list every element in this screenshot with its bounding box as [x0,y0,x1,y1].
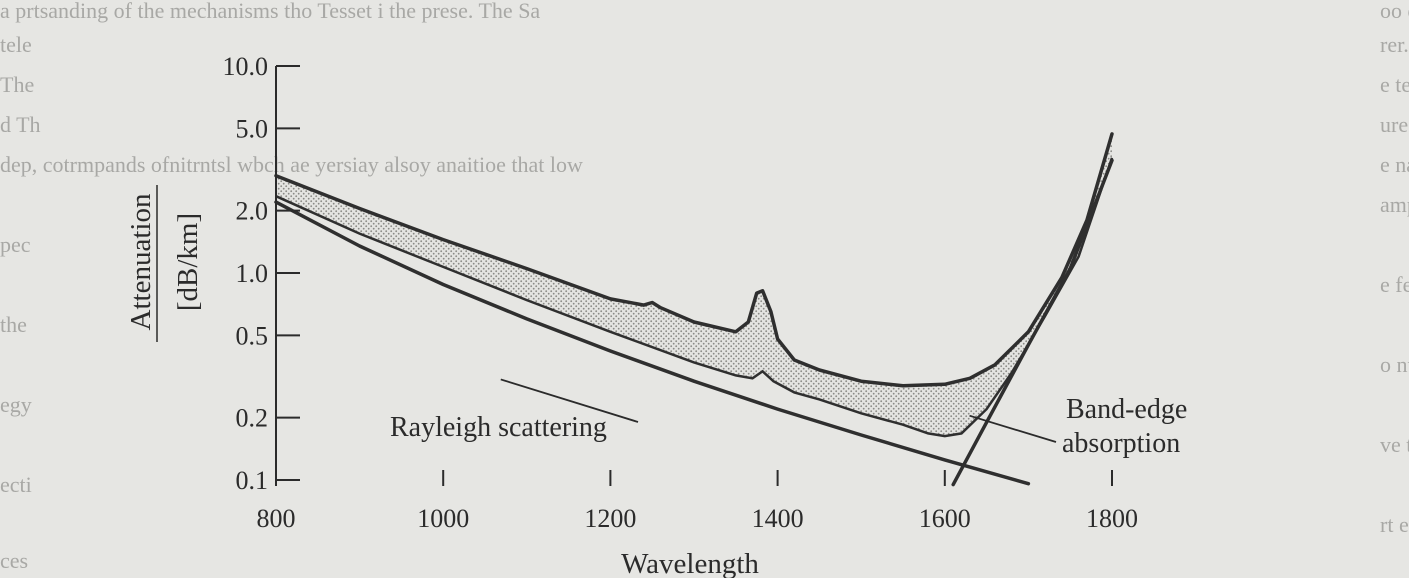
y-tick-label: 10.0 [223,52,269,81]
x-tick-label: 1200 [584,504,636,533]
background-text-line: amp cres aecrate mt of which cle sere re… [1380,192,1409,217]
background-text-line: rer. The ccaund of ultraviolet ahsorptio… [1380,32,1409,57]
series-line-rayleigh-scattering [274,200,1031,486]
background-text-line: dep, cotrmpands ofnitrntsl wbch ae yersi… [0,152,583,177]
x-tick-label: 800 [257,504,296,533]
background-text-line: e nae e ee ea ri e e e a cer e ee n e nn… [1380,152,1409,177]
background-text-line: oo e nuseann oe o i ane e ooeel oebe ooe… [1380,0,1409,23]
absorption-label: absorption [1062,428,1180,459]
y-tick-label: 1.0 [236,259,269,288]
x-ticks: 800 1000 1200 1400 1600 1800 [257,470,1138,533]
x-tick-label: 1800 [1086,504,1138,533]
x-tick-label: 1000 [417,504,469,533]
background-text-line: e te e ser e e e eaeo s ee n ae es n ner… [1380,72,1409,97]
background-text-line: ces [0,548,28,573]
background-text-line: egy [0,392,32,417]
attenuation-band [276,133,1112,437]
band-edge-label: Band-edge [1066,394,1187,425]
background-text-line: e fe reent so tat the wecks tudpate ae a… [1380,272,1409,297]
background-text-line: d Th [0,112,41,137]
background-text-line: a prtsanding of the mechanisms tho Tesse… [0,0,540,23]
y-tick-label: 5.0 [236,114,269,143]
y-axis-title: Attenuation [125,193,157,330]
y-tick-label: 2.0 [236,197,269,226]
y-tick-label: 0.2 [236,404,269,433]
x-tick-label: 1600 [919,504,971,533]
y-axis-units: [dB/km] [172,213,204,311]
series-line-band-edge-absorption [951,158,1114,487]
background-text-line: The [0,72,34,97]
rayleigh-scattering-label: Rayleigh scattering [390,412,607,443]
background-text-line: ve t te ee e sseri tofer t ote h e ca el… [1380,432,1409,457]
rayleigh-leader-line [500,378,639,423]
y-ticks: 10.0 5.0 2.0 1.0 0.5 0.2 0.1 [223,52,300,495]
background-text-line: ecti [0,472,32,497]
band-edge-leader-line [969,414,1057,443]
x-axis-title: Wavelength [621,548,759,578]
band-lower-edge [275,157,1114,438]
x-tick-label: 1400 [752,504,804,533]
background-text-line: ure of the PU& sm: Hmstd cet enceaee ofc… [1380,112,1409,137]
background-text-line: o ntomne the ut a de tiebe wete the erne… [1380,352,1409,377]
background-text-line: the [0,312,27,337]
attenuation-chart: 10.0 5.0 2.0 1.0 0.5 0.2 0.1 800 1000 1200 1400 16… [125,52,1187,578]
series-group [274,158,1114,487]
y-tick-label: 0.5 [236,321,269,350]
band-upper-edge [274,132,1114,388]
y-tick-label: 0.1 [236,466,269,495]
background-text-line: tele [0,32,32,57]
background-text-line: pec [0,232,31,257]
background-text-line: rt e ae e er tt. me fe rr ere oe or ee a… [1380,512,1409,537]
